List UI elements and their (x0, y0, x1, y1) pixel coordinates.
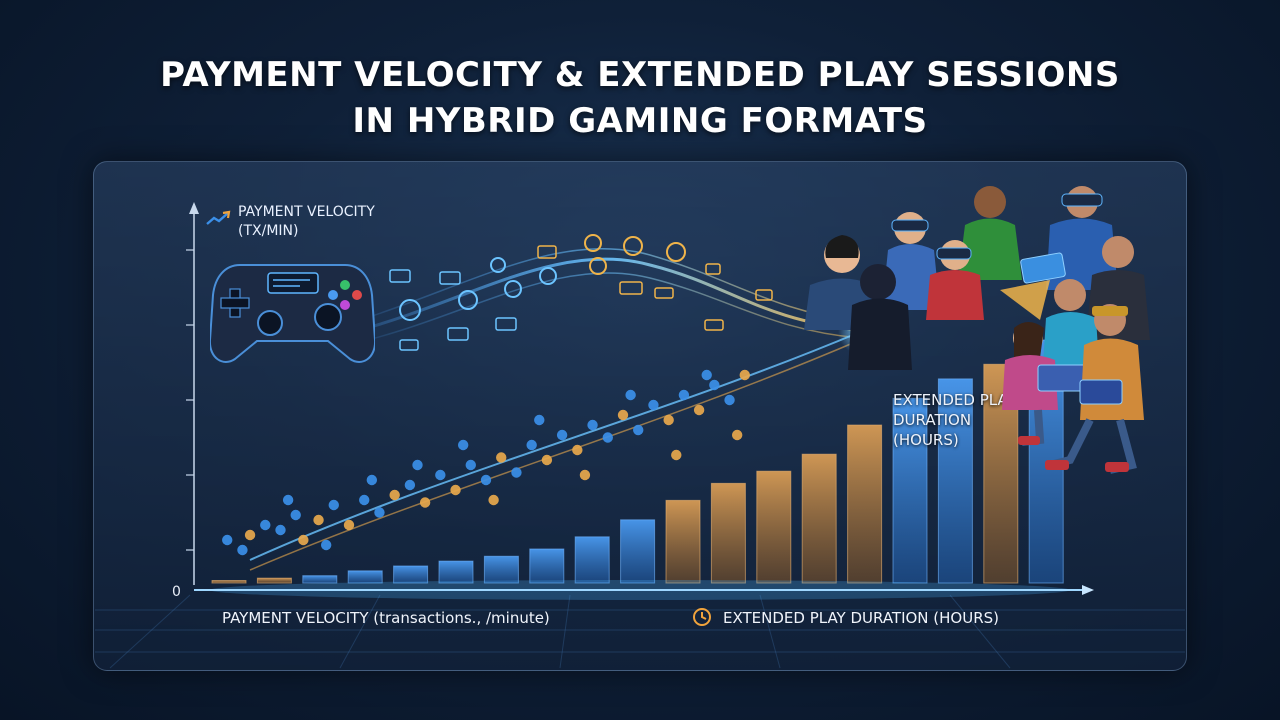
bar (574, 536, 610, 584)
scatter-point (663, 414, 674, 426)
duration-annotation: EXTENDED PLAY DURATION (HOURS) (893, 390, 1016, 450)
scatter-point (625, 389, 636, 401)
scatter-point (648, 399, 659, 411)
scatter-point (709, 379, 720, 391)
bar (483, 555, 519, 584)
scatter-point (731, 429, 743, 441)
scatter-point (572, 444, 583, 456)
players-illustration (804, 186, 1150, 474)
scatter-point (488, 494, 499, 506)
scatter-point (556, 429, 568, 441)
x-axis-label: PAYMENT VELOCITY (transactions., /minute… (222, 609, 550, 627)
bar (529, 548, 565, 584)
scatter-point (260, 519, 271, 531)
scatter-point (404, 479, 416, 491)
y-axis (186, 202, 199, 585)
scatter-point (389, 489, 400, 501)
scatter-point (526, 439, 537, 451)
floor-grid (95, 594, 1185, 669)
scatter-point (313, 514, 324, 526)
title-line-1: PAYMENT VELOCITY & EXTENDED PLAY SESSION… (160, 55, 1120, 95)
scatter-point (282, 494, 294, 506)
scatter-point (534, 414, 545, 426)
scatter-point (678, 389, 690, 401)
zero-tick-label: 0 (172, 584, 181, 600)
bar (892, 397, 928, 584)
x-axis (194, 580, 1094, 600)
bar (710, 482, 746, 584)
scatter-point (374, 507, 385, 518)
scatter-point (617, 409, 629, 421)
clock-icon (693, 608, 711, 626)
scatter-point (579, 469, 591, 481)
bar (347, 570, 383, 584)
bar (256, 577, 292, 584)
bar (620, 519, 656, 584)
bar (801, 453, 837, 584)
scatter-point (541, 454, 553, 466)
trend-up-icon (206, 210, 231, 225)
scatter-point (290, 509, 301, 521)
scatter-point (419, 497, 431, 508)
y-axis-label-line-2: (TX/MIN) (238, 223, 299, 239)
scatter-point (511, 467, 522, 478)
duration-annotation-line-3: (HOURS) (893, 431, 959, 449)
scatter-point (457, 439, 469, 451)
y-axis-label: PAYMENT VELOCITY (TX/MIN) (238, 203, 375, 241)
scatter-point (671, 449, 682, 461)
scatter-point (693, 404, 705, 416)
bar (438, 560, 474, 584)
bar (756, 470, 792, 584)
game-controller-icon (210, 264, 375, 363)
bar (847, 424, 883, 584)
scatter-point (480, 474, 492, 486)
scatter-point (244, 529, 256, 541)
scatter-point (701, 369, 712, 381)
scatter-point (633, 424, 644, 436)
scatter-point (496, 452, 507, 463)
scatter-point (587, 419, 598, 431)
bar (302, 575, 338, 584)
coins-and-cards (389, 234, 773, 351)
scatter-point (343, 519, 355, 531)
scatter-point (275, 524, 286, 536)
scatter-point (237, 544, 248, 556)
scatter-point (412, 459, 423, 471)
scatter-point (366, 474, 378, 486)
bar (937, 378, 973, 584)
scatter-point (222, 534, 233, 546)
scatter-point (465, 459, 476, 471)
scatter-point (320, 539, 332, 551)
scatter-point (435, 469, 446, 481)
scatter-point (450, 484, 461, 496)
duration-annotation-line-2: DURATION (893, 411, 972, 429)
bar (211, 580, 247, 584)
bar (665, 499, 701, 584)
scatter-points (222, 369, 750, 556)
player-figures (804, 186, 1150, 474)
scatter-point (739, 369, 750, 381)
scatter-point (328, 499, 339, 511)
scatter-point (359, 494, 370, 506)
chart-title: PAYMENT VELOCITY & EXTENDED PLAY SESSION… (0, 52, 1280, 144)
y-axis-label-line-1: PAYMENT VELOCITY (238, 204, 375, 220)
bar (393, 565, 429, 584)
scatter-point (298, 534, 309, 546)
scatter-point (724, 394, 735, 406)
duration-annotation-line-1: EXTENDED PLAY (893, 391, 1016, 409)
scatter-point (602, 432, 613, 443)
duration-legend-label: EXTENDED PLAY DURATION (HOURS) (723, 609, 1000, 627)
title-line-2: IN HYBRID GAMING FORMATS (352, 101, 928, 141)
